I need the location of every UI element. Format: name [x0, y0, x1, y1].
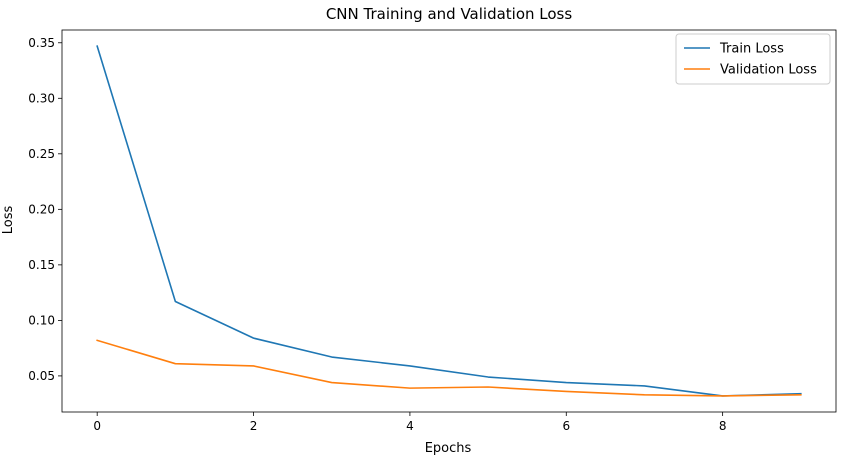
y-tick-label: 0.30: [28, 91, 55, 105]
x-axis-ticks: 0 2 4 6 8: [93, 412, 726, 433]
legend: Train Loss Validation Loss: [675, 33, 831, 85]
legend-label-validation-loss: Validation Loss: [720, 63, 817, 78]
y-tick-label: 0.35: [28, 36, 55, 50]
series-lines: [96, 45, 802, 397]
chart-title: CNN Training and Validation Loss: [326, 5, 573, 23]
x-tick-label: 6: [562, 419, 570, 433]
x-tick-label: 4: [406, 419, 414, 433]
validation-loss-line: [96, 339, 802, 397]
legend-label-train-loss: Train Loss: [719, 42, 784, 57]
plot-frame: [61, 29, 837, 413]
y-axis-ticks: 0.05 0.10 0.15 0.20 0.25 0.30 0.35: [28, 36, 62, 383]
y-tick-label: 0.15: [28, 258, 55, 272]
y-tick-label: 0.05: [28, 369, 55, 383]
y-tick-label: 0.25: [28, 147, 55, 161]
y-tick-label: 0.20: [28, 202, 55, 216]
plot-area: [61, 29, 837, 413]
x-tick-label: 0: [93, 419, 101, 433]
x-tick-label: 2: [250, 419, 258, 433]
train-loss-line: [96, 45, 802, 397]
x-tick-label: 8: [719, 419, 727, 433]
legend-box: [675, 33, 831, 85]
x-axis-label: Epochs: [425, 441, 472, 456]
y-tick-label: 0.10: [28, 313, 55, 327]
y-axis-label: Loss: [1, 206, 16, 235]
